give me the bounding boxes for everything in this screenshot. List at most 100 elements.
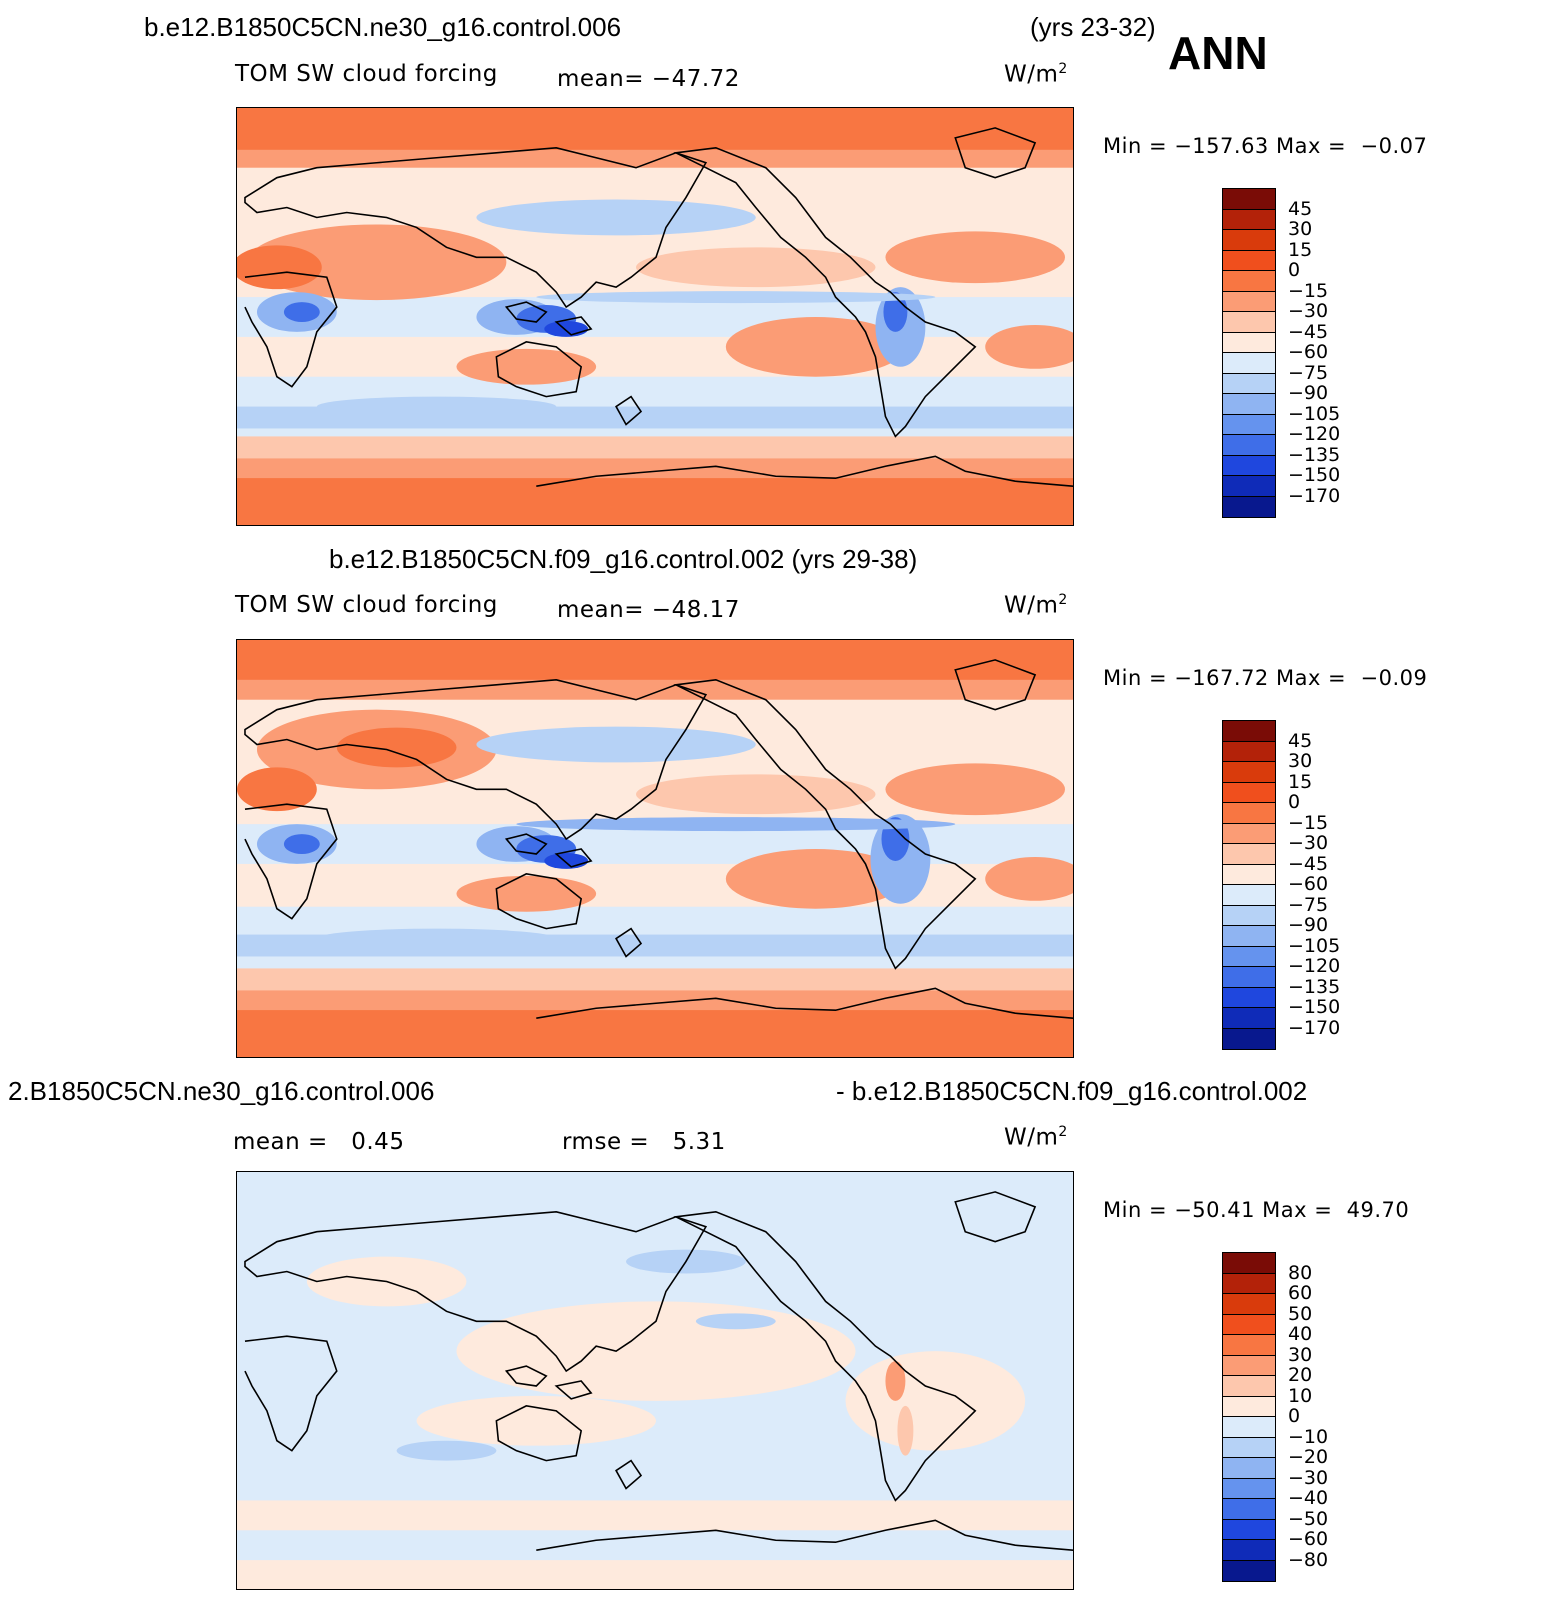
colorbar-label: 20 [1288,1364,1313,1386]
colorbar-label: −45 [1288,852,1329,875]
colorbar-swatch [1223,1008,1275,1029]
colorbar-label: 10 [1288,1384,1313,1407]
colorbar-label: −150 [1288,464,1341,486]
panel3-minmax: Min = −50.41 Max = 49.70 [1103,1198,1410,1222]
panel2-minmax: Min = −167.72 Max = −0.09 [1103,666,1428,690]
colorbar-swatch [1223,1376,1275,1397]
colorbar-swatch [1223,271,1275,292]
season-label: ANN [1168,27,1268,79]
colorbar-label: 45 [1288,197,1313,220]
colorbar-swatch [1223,885,1275,906]
panel2-units: W/m2 [1004,592,1068,619]
colorbar-swatch [1223,762,1275,783]
colorbar-label: −75 [1288,361,1329,384]
map-svg-1 [237,108,1073,525]
colorbar-swatch [1223,946,1275,967]
map-panel-1 [236,107,1074,526]
panel1-variable: TOM SW cloud forcing [235,61,498,87]
panel2-mean: mean= −48.17 [557,597,740,623]
colorbar-label: −90 [1288,382,1329,404]
coastlines [244,127,1073,487]
colorbar-label: −30 [1288,832,1329,854]
panel1-units: W/m2 [1004,61,1068,88]
colorbar-swatch [1223,332,1275,353]
colorbar-label: −40 [1288,1487,1329,1509]
colorbar-swatch [1223,230,1275,251]
colorbar-swatch [1223,1335,1275,1356]
colorbar-swatch [1223,782,1275,803]
colorbar-label: −10 [1288,1425,1329,1448]
colorbar-swatch [1223,803,1275,824]
colorbar-swatch [1223,1294,1275,1315]
colorbar-1 [1222,188,1276,518]
map-panel-2 [236,639,1074,1058]
colorbar-label: −60 [1288,873,1329,895]
colorbar-label: 15 [1288,770,1313,793]
case1-title: b.e12.B1850C5CN.ne30_g16.control.006 [144,12,622,42]
colorbar-label: −150 [1288,996,1341,1018]
colorbar-swatch [1223,1519,1275,1540]
colorbar-2 [1222,720,1276,1050]
colorbar-swatch [1223,1540,1275,1561]
diff-title-right: - b.e12.B1850C5CN.f09_g16.control.002 [836,1076,1308,1106]
panel1-mean: mean= −47.72 [557,66,740,92]
colorbar-label: −135 [1288,443,1341,466]
colorbar-swatch [1223,844,1275,865]
colorbar-swatch [1223,1396,1275,1417]
panel1-minmax: Min = −157.63 Max = −0.07 [1103,134,1428,158]
colorbar-label: 0 [1288,259,1301,281]
colorbar-label: −20 [1288,1446,1329,1468]
colorbar-label: 30 [1288,218,1313,240]
colorbar-swatch [1223,1417,1275,1438]
colorbar-label: 45 [1288,729,1313,752]
panel2-title: b.e12.B1850C5CN.f09_g16.control.002 (yrs… [329,544,918,574]
case1-years: (yrs 23-32) [1030,12,1156,42]
colorbar-swatch [1223,291,1275,312]
colorbar-swatch [1223,1499,1275,1520]
colorbar-swatch [1223,1478,1275,1499]
colorbar-label: −15 [1288,811,1329,834]
colorbar-label: 80 [1288,1261,1313,1284]
colorbar-swatch [1223,926,1275,947]
colorbar-label: −60 [1288,341,1329,363]
colorbar-3 [1222,1252,1276,1582]
colorbar-label: 0 [1288,791,1301,813]
colorbar-label: −50 [1288,1507,1329,1530]
colorbar-label: −105 [1288,934,1341,957]
diff-title-left: 2.B1850C5CN.ne30_g16.control.006 [8,1076,435,1106]
colorbar-swatch [1223,823,1275,844]
colorbar-swatch [1223,455,1275,476]
colorbar-swatch [1223,864,1275,885]
colorbar-swatch [1223,373,1275,394]
colorbar-label: −120 [1288,955,1341,977]
colorbar-swatch [1223,435,1275,456]
colorbar-swatch [1223,1355,1275,1376]
map-svg-2 [237,640,1073,1057]
colorbar-label: 50 [1288,1302,1313,1325]
colorbar-swatch [1223,721,1275,742]
coastlines [244,659,1073,1019]
colorbar-swatch [1223,1560,1275,1581]
colorbar-swatch [1223,496,1275,517]
colorbar-swatch [1223,1028,1275,1049]
colorbar-label: −30 [1288,1466,1329,1489]
colorbar-label: −15 [1288,279,1329,302]
colorbar-label: −90 [1288,914,1329,936]
panel2-variable: TOM SW cloud forcing [235,592,498,618]
colorbar-swatch [1223,741,1275,762]
map-svg-3 [237,1172,1073,1589]
colorbar-label: 30 [1288,1343,1313,1366]
colorbar-swatch [1223,414,1275,435]
colorbar-label: 15 [1288,238,1313,261]
colorbar-swatch [1223,1253,1275,1274]
colorbar-swatch [1223,967,1275,988]
colorbar-swatch [1223,905,1275,926]
colorbar-swatch [1223,1437,1275,1458]
colorbar-label: 40 [1288,1323,1313,1345]
colorbar-swatch [1223,1458,1275,1479]
colorbar-label: −30 [1288,300,1329,322]
colorbar-label: −60 [1288,1528,1329,1550]
colorbar-label: −80 [1288,1548,1329,1571]
colorbar-label: −135 [1288,975,1341,998]
diff-mean: mean = 0.45 [233,1129,405,1155]
